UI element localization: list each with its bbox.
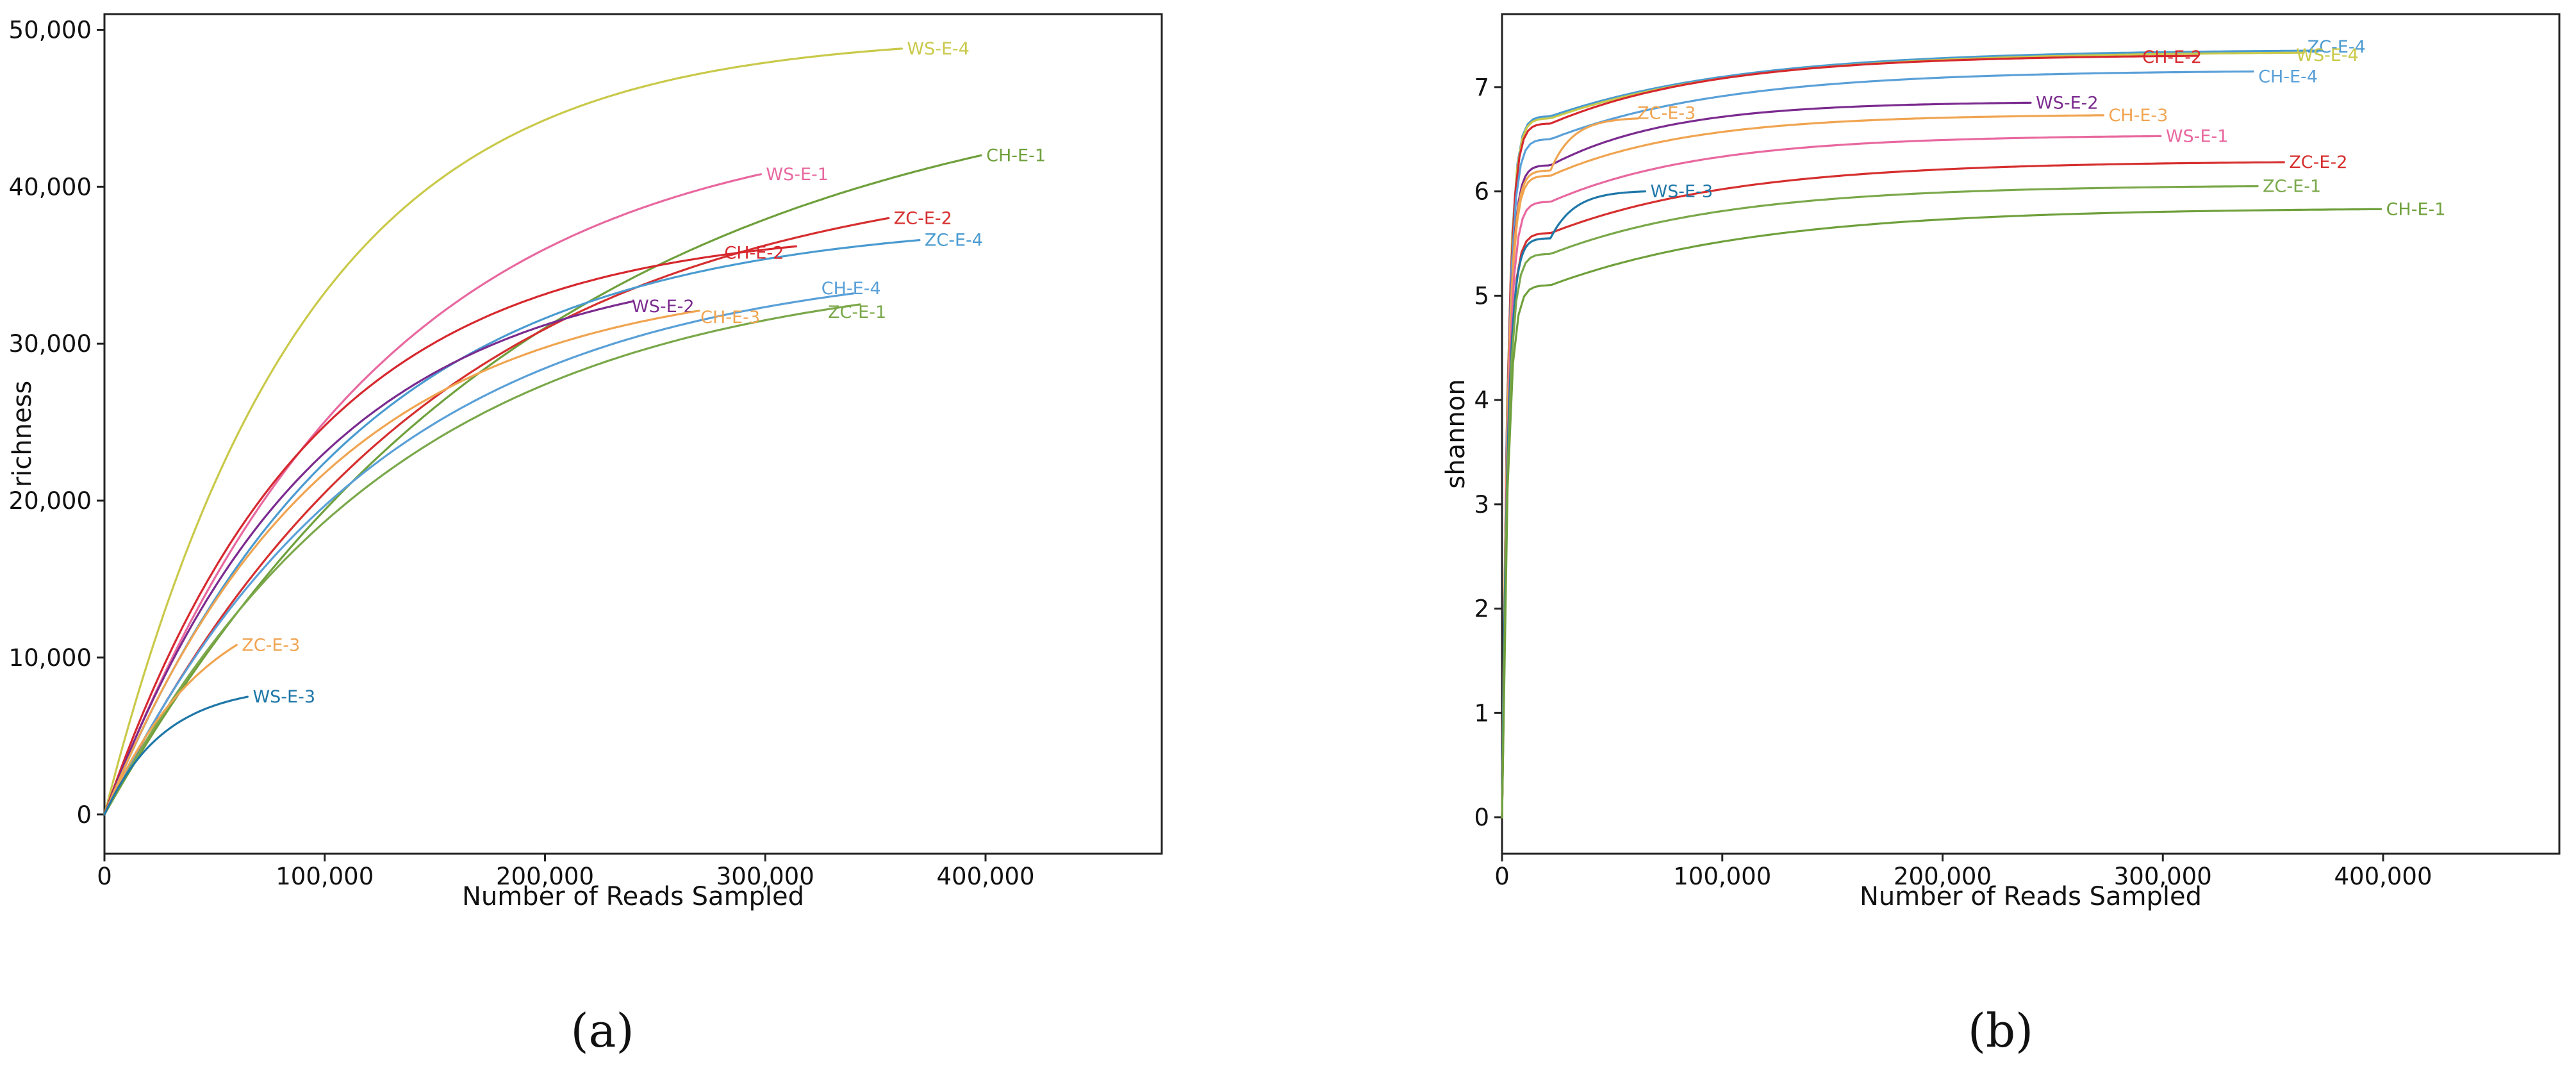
x-tick-label: 400,000 — [2334, 863, 2432, 890]
series-line-zc-e-4 — [1501, 49, 2323, 818]
series-line-zc-e-2 — [1501, 161, 2285, 818]
x-axis-title: Number of Reads Sampled — [1860, 882, 2202, 911]
plot-frame — [103, 13, 1163, 855]
series-label-ws-e-2: WS-E-2 — [2036, 93, 2099, 113]
panel-a-richness-chart: 0 100,000 200,000 300,000 400,000 0 10,000 20,0… — [8, 13, 1163, 911]
series-line-zc-e-1 — [1501, 185, 2259, 818]
series-line-ch-e-4 — [1501, 70, 2254, 818]
y-tick-label: 1 — [1474, 699, 1489, 727]
series-line-zc-e-3 — [1501, 117, 1640, 818]
series-line-zc-e-1 — [103, 303, 861, 816]
series-line-ws-e-3 — [1501, 190, 1646, 818]
series-label-ch-e-1: CH-E-1 — [986, 145, 1046, 165]
series-label-zc-e-3: ZC-E-3 — [1637, 104, 1696, 124]
panel-label-a: (a) — [570, 1004, 634, 1058]
y-tick-label: 40,000 — [9, 173, 92, 201]
y-axis-title: richness — [8, 381, 37, 488]
series-line-ch-e-1 — [1501, 208, 2382, 818]
series-line-ch-e-2 — [103, 245, 798, 816]
y-tick-label: 20,000 — [9, 487, 92, 515]
series-line-zc-e-4 — [103, 239, 921, 816]
x-tick-label: 300,000 — [2114, 863, 2212, 890]
series-label-ws-e-3: WS-E-3 — [1650, 182, 1713, 202]
x-tick-label: 0 — [97, 863, 112, 890]
y-tick-label: 0 — [76, 801, 92, 829]
series-label-zc-e-2: ZC-E-2 — [894, 208, 952, 228]
series-line-ch-e-1 — [103, 154, 982, 816]
y-tick-label: 30,000 — [9, 330, 92, 358]
series-label-zc-e-2: ZC-E-2 — [2289, 153, 2347, 172]
panel-label-b: (b) — [1968, 1004, 2033, 1058]
series-label-zc-e-1: ZC-E-1 — [828, 303, 886, 322]
y-tick-label: 3 — [1474, 491, 1489, 519]
y-tick-label: 7 — [1474, 74, 1489, 101]
series-line-ws-e-3 — [103, 695, 249, 816]
series-label-ch-e-4: CH-E-4 — [822, 279, 881, 299]
series-line-ws-e-1 — [103, 173, 763, 816]
series-label-ws-e-1: WS-E-1 — [766, 165, 829, 185]
series-label-zc-e-4: ZC-E-4 — [2308, 37, 2366, 57]
series-line-ws-e-2 — [1501, 101, 2032, 818]
series-label-ws-e-4: WS-E-4 — [2296, 46, 2359, 65]
x-axis-title: Number of Reads Sampled — [462, 882, 804, 911]
series-line-zc-e-3 — [103, 643, 238, 816]
series-line-ws-e-1 — [1501, 135, 2162, 818]
series-label-ch-e-3: CH-E-3 — [700, 308, 760, 328]
x-tick-label: 400,000 — [936, 863, 1034, 890]
x-tick-label: 100,000 — [1673, 863, 1771, 890]
y-tick-label: 4 — [1474, 386, 1489, 414]
series-label-zc-e-4: ZC-E-4 — [925, 231, 983, 251]
series-line-ch-e-3 — [1501, 114, 2104, 818]
y-axis-title: shannon — [1441, 379, 1471, 488]
series-label-ch-e-2: CH-E-2 — [2142, 47, 2202, 67]
x-tick-label: 0 — [1494, 863, 1510, 890]
series-line-ch-e-2 — [1501, 54, 2199, 818]
series-label-ws-e-1: WS-E-1 — [2166, 126, 2229, 146]
y-tick-label: 6 — [1474, 178, 1489, 206]
series-label-zc-e-3: ZC-E-3 — [242, 635, 300, 655]
panel-b-shannon-chart: 0 100,000 200,000 300,000 400,000 0 1 2 3 4 5 6 7 Num… — [1441, 13, 2561, 911]
series-line-zc-e-2 — [103, 217, 890, 816]
series-label-ch-e-2: CH-E-2 — [724, 243, 784, 263]
series-label-ch-e-1: CH-E-1 — [2386, 199, 2446, 219]
x-tick-label: 300,000 — [716, 863, 814, 890]
series-line-ws-e-2 — [103, 300, 634, 816]
x-tick-label: 100,000 — [276, 863, 374, 890]
series-label-ws-e-3: WS-E-3 — [252, 687, 315, 707]
x-tick-label: 200,000 — [1894, 863, 1992, 890]
y-tick-label: 10,000 — [9, 644, 92, 672]
y-tick-label: 2 — [1474, 595, 1489, 623]
series-line-ch-e-4 — [103, 292, 855, 816]
series-label-ch-e-4: CH-E-4 — [2258, 67, 2318, 87]
series-line-ws-e-4 — [103, 47, 904, 816]
plot-frame — [1501, 13, 2561, 855]
series-line-ws-e-4 — [1501, 51, 2305, 818]
y-tick-label: 50,000 — [9, 16, 92, 44]
series-line-ch-e-3 — [103, 310, 700, 816]
series-label-zc-e-1: ZC-E-1 — [2263, 177, 2321, 197]
series-label-ws-e-4: WS-E-4 — [907, 39, 970, 59]
series-label-ch-e-3: CH-E-3 — [2108, 106, 2168, 126]
x-tick-label: 200,000 — [496, 863, 594, 890]
y-tick-label: 5 — [1474, 282, 1489, 310]
y-tick-label: 0 — [1474, 804, 1489, 831]
